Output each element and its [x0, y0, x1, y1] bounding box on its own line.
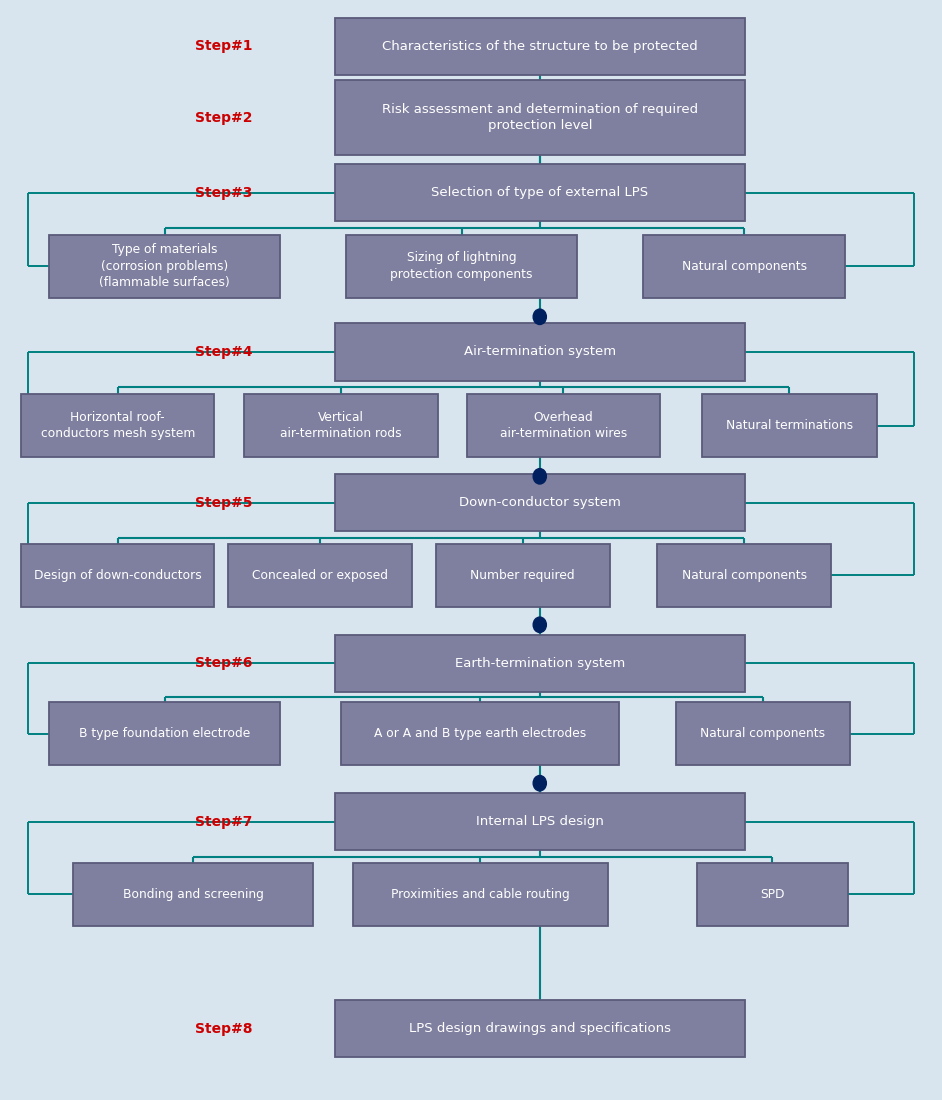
FancyBboxPatch shape	[334, 474, 744, 531]
Text: Risk assessment and determination of required
protection level: Risk assessment and determination of req…	[382, 103, 698, 132]
FancyBboxPatch shape	[73, 862, 313, 926]
Text: Natural components: Natural components	[701, 727, 825, 740]
Text: Selection of type of external LPS: Selection of type of external LPS	[431, 186, 648, 199]
FancyBboxPatch shape	[435, 544, 610, 607]
FancyBboxPatch shape	[353, 862, 608, 926]
FancyBboxPatch shape	[697, 862, 848, 926]
Text: Concealed or exposed: Concealed or exposed	[252, 569, 388, 582]
Text: Vertical
air-termination rods: Vertical air-termination rods	[280, 411, 402, 440]
FancyBboxPatch shape	[702, 394, 876, 458]
Text: Step#4: Step#4	[195, 345, 252, 359]
FancyBboxPatch shape	[229, 544, 413, 607]
FancyBboxPatch shape	[334, 18, 744, 75]
FancyBboxPatch shape	[334, 793, 744, 850]
Text: Step#2: Step#2	[195, 111, 252, 124]
Text: Design of down-conductors: Design of down-conductors	[34, 569, 202, 582]
Text: Step#1: Step#1	[195, 40, 252, 53]
Circle shape	[533, 617, 546, 632]
FancyBboxPatch shape	[334, 635, 744, 692]
Text: Earth-termination system: Earth-termination system	[455, 657, 625, 670]
Circle shape	[533, 469, 546, 484]
FancyBboxPatch shape	[467, 394, 659, 458]
Text: B type foundation electrode: B type foundation electrode	[79, 727, 251, 740]
Text: Natural components: Natural components	[682, 260, 806, 273]
FancyBboxPatch shape	[22, 394, 214, 458]
FancyBboxPatch shape	[334, 164, 744, 221]
FancyBboxPatch shape	[22, 544, 214, 607]
FancyBboxPatch shape	[657, 544, 832, 607]
Text: LPS design drawings and specifications: LPS design drawings and specifications	[409, 1022, 671, 1035]
FancyBboxPatch shape	[642, 234, 846, 297]
FancyBboxPatch shape	[342, 703, 620, 766]
Text: Horizontal roof-
conductors mesh system: Horizontal roof- conductors mesh system	[41, 411, 195, 440]
Text: Bonding and screening: Bonding and screening	[122, 888, 264, 901]
FancyBboxPatch shape	[676, 703, 851, 766]
Text: Number required: Number required	[470, 569, 576, 582]
FancyBboxPatch shape	[334, 323, 744, 381]
Text: A or A and B type earth electrodes: A or A and B type earth electrodes	[374, 727, 587, 740]
Text: Characteristics of the structure to be protected: Characteristics of the structure to be p…	[382, 40, 698, 53]
Text: Step#7: Step#7	[195, 815, 252, 828]
Text: Step#3: Step#3	[195, 186, 252, 199]
Text: Natural terminations: Natural terminations	[726, 419, 853, 432]
Text: Step#6: Step#6	[195, 657, 252, 670]
Text: Internal LPS design: Internal LPS design	[476, 815, 604, 828]
Text: Air-termination system: Air-termination system	[463, 345, 616, 359]
Text: Overhead
air-termination wires: Overhead air-termination wires	[499, 411, 627, 440]
Text: Down-conductor system: Down-conductor system	[459, 496, 621, 509]
FancyBboxPatch shape	[245, 394, 437, 458]
Text: Sizing of lightning
protection components: Sizing of lightning protection component…	[390, 252, 533, 280]
Text: Type of materials
(corrosion problems)
(flammable surfaces): Type of materials (corrosion problems) (…	[100, 243, 230, 289]
FancyBboxPatch shape	[334, 80, 744, 155]
Circle shape	[533, 309, 546, 324]
FancyBboxPatch shape	[334, 1000, 744, 1057]
Circle shape	[533, 776, 546, 791]
FancyBboxPatch shape	[347, 234, 577, 297]
FancyBboxPatch shape	[49, 234, 281, 297]
FancyBboxPatch shape	[49, 703, 281, 766]
Text: SPD: SPD	[760, 888, 785, 901]
Text: Proximities and cable routing: Proximities and cable routing	[391, 888, 570, 901]
Text: Natural components: Natural components	[682, 569, 806, 582]
Text: Step#5: Step#5	[195, 496, 252, 509]
Text: Step#8: Step#8	[195, 1022, 252, 1035]
